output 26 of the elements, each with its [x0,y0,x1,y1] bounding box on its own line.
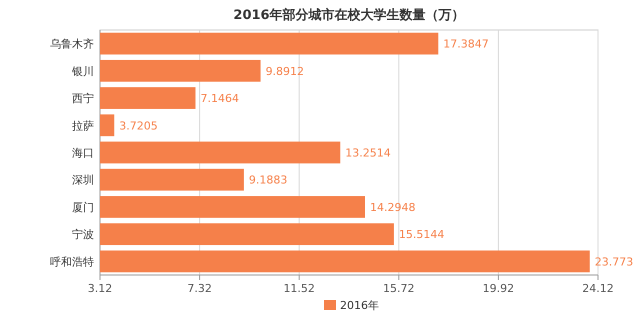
y-tick-label: 厦门 [72,200,94,214]
chart-title: 2016年部分城市在校大学生数量（万） [233,7,465,23]
data-label: 14.2948 [370,200,416,214]
x-tick-label: 15.72 [383,282,415,295]
y-tick-label: 西宁 [72,92,94,106]
data-label: 3.7205 [119,119,158,132]
data-label: 23.773 [594,255,634,268]
x-tick-label: 7.32 [187,282,212,295]
x-tick-label: 19.92 [482,282,514,295]
y-tick-label: 银川 [71,64,94,78]
legend-label: 2016年 [340,299,379,312]
data-label: 15.5144 [398,228,444,242]
y-tick-label: 乌鲁木齐 [50,38,94,51]
y-tick-label: 深圳 [72,174,94,187]
data-label: 9.1883 [248,174,288,187]
x-tick-label: 24.12 [582,282,614,295]
y-tick-label: 拉萨 [72,119,94,132]
data-label: 17.3847 [443,38,489,51]
x-tick-label: 11.52 [283,282,315,295]
data-label: 13.2514 [345,146,391,160]
data-label: 7.1464 [200,92,239,106]
data-label: 9.8912 [266,64,304,78]
y-tick-label: 宁波 [72,228,94,242]
y-tick-label: 海口 [72,146,94,160]
y-tick-label: 呼和浩特 [50,255,94,268]
x-tick-label: 3.12 [88,282,112,295]
